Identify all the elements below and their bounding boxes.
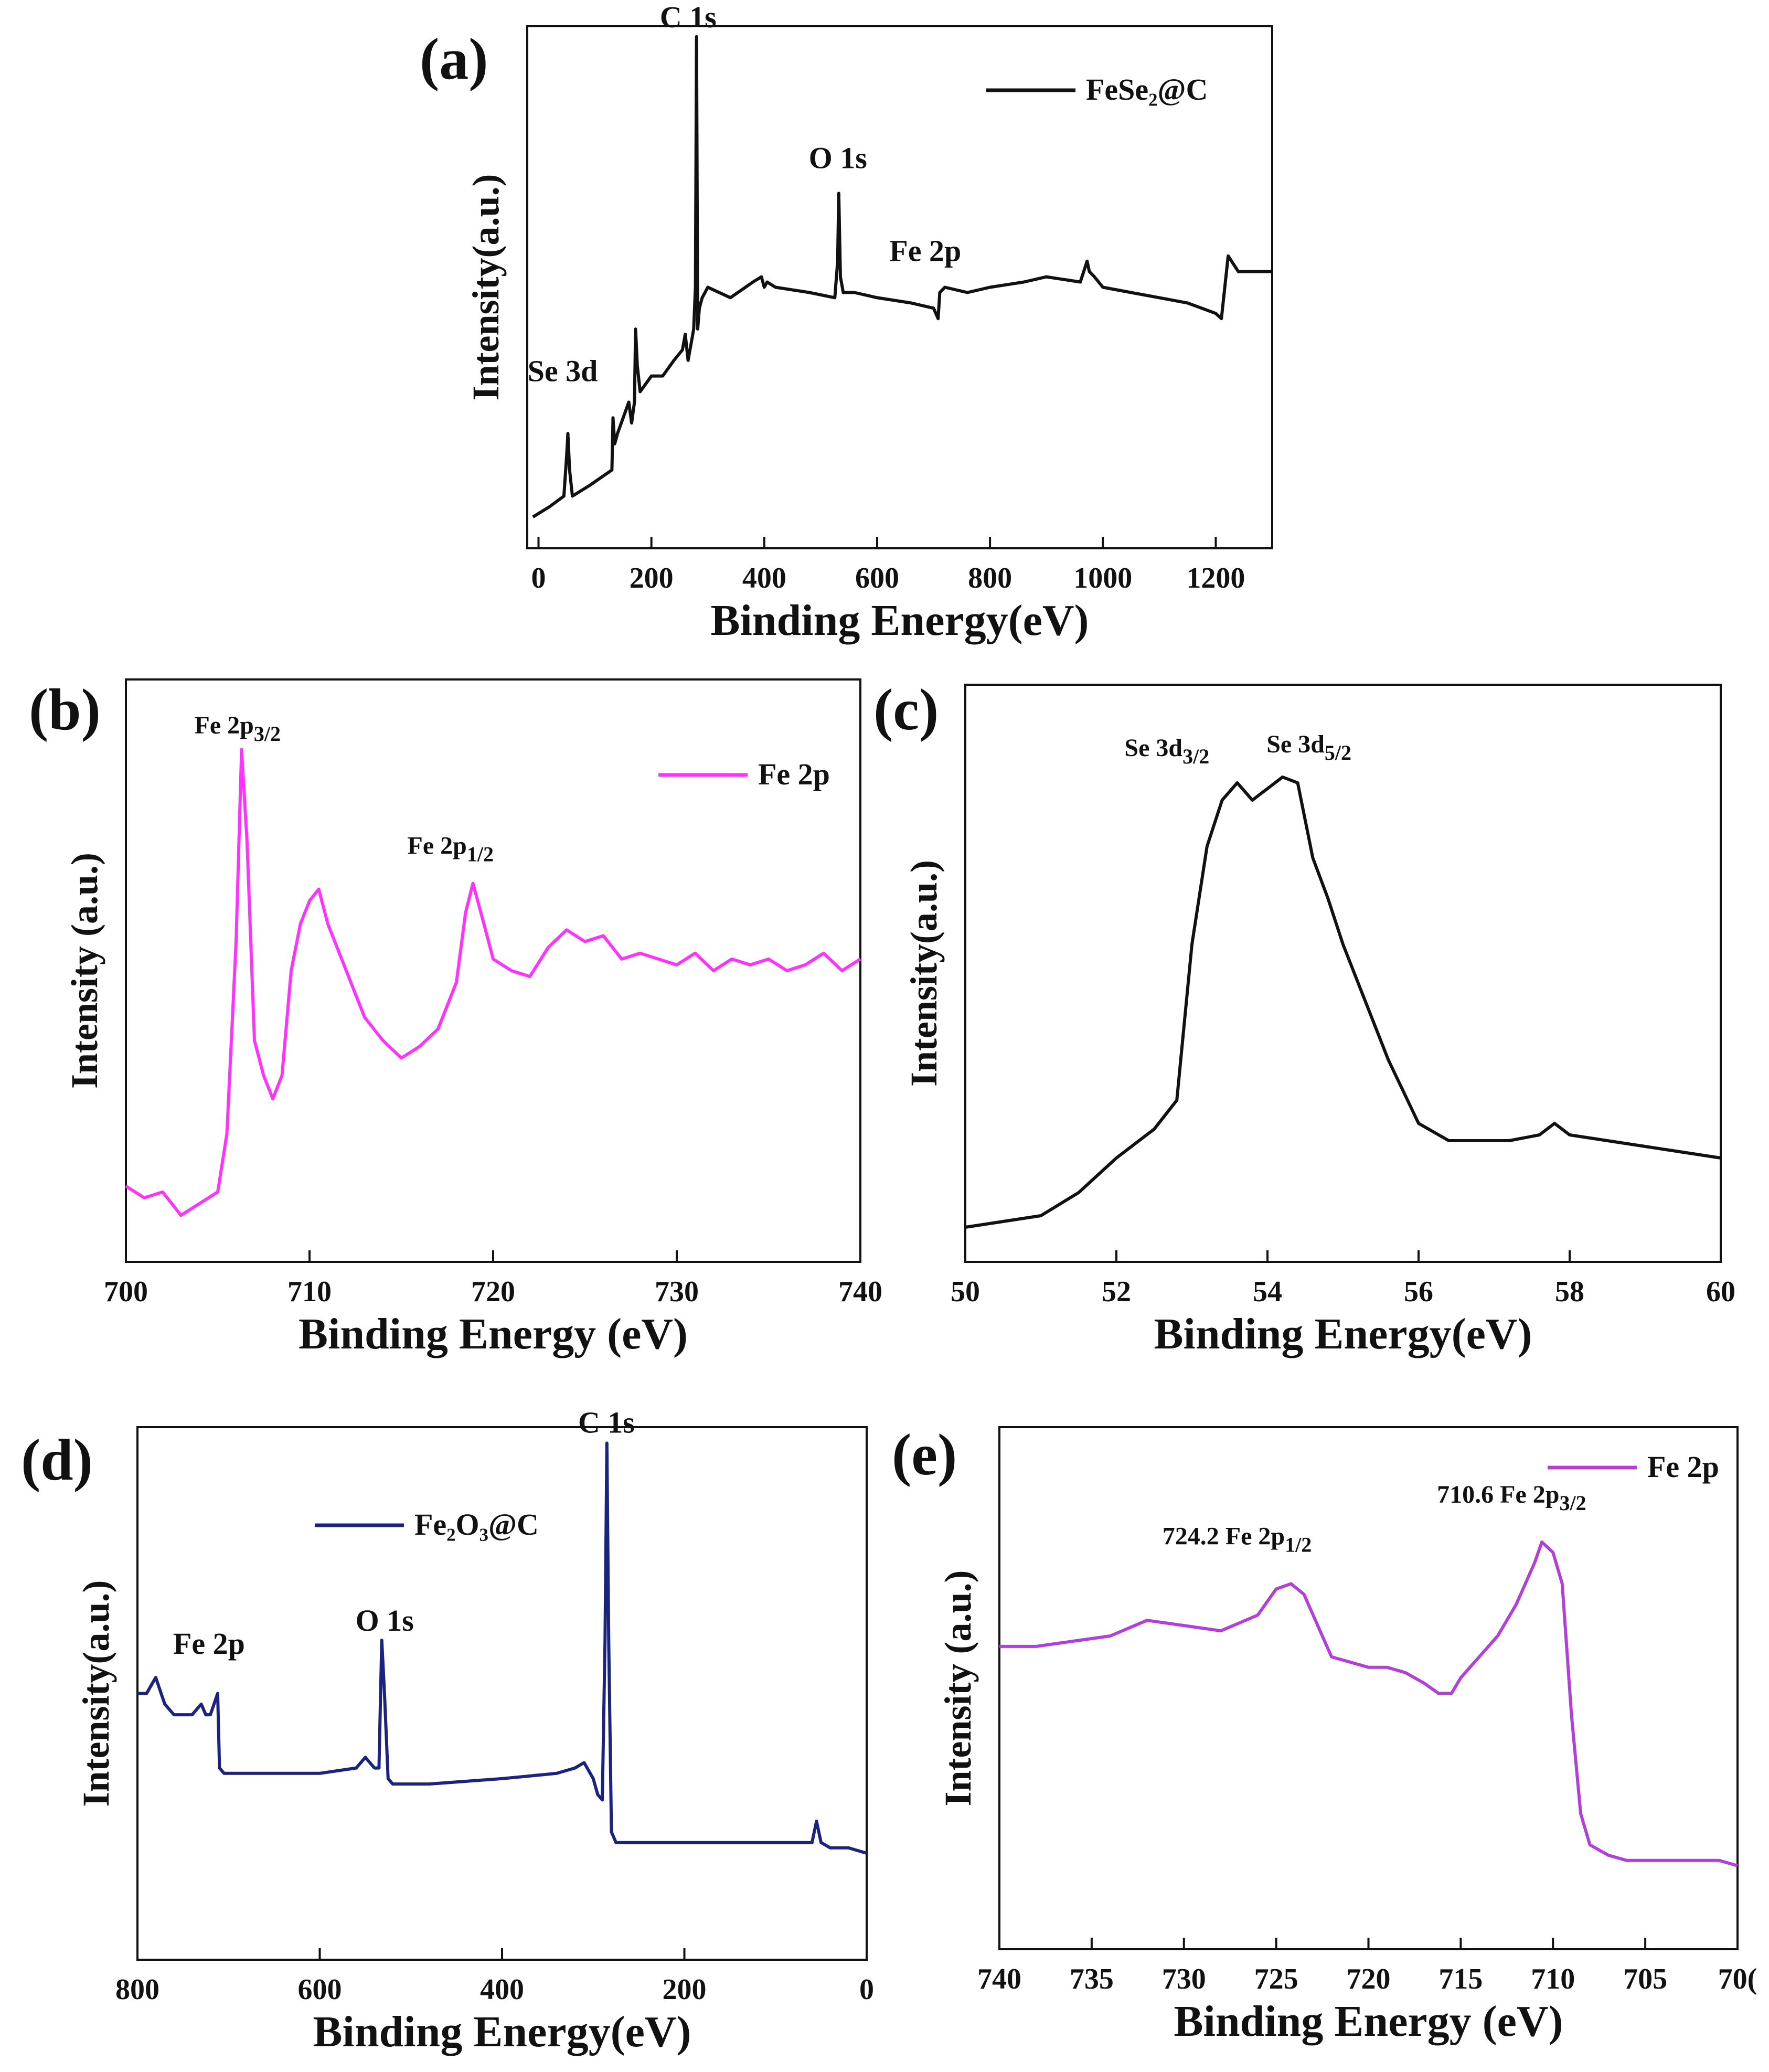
x-axis-title: Binding Energy(eV) — [710, 596, 1089, 645]
x-tick-label: 200 — [630, 562, 674, 594]
peak-annotation: Se 3d5/2 — [1266, 730, 1351, 764]
plot-frame — [526, 25, 1273, 549]
x-tick-label: 800 — [115, 1973, 159, 2006]
x-tick-label: 735 — [1070, 1963, 1114, 1995]
x-tick-label: 1000 — [1073, 562, 1132, 594]
y-axis-title: Intensity(a.u.) — [75, 1580, 117, 1807]
peak-annotation: O 1s — [809, 141, 867, 175]
peak-annotation: Fe 2p — [173, 1627, 245, 1661]
x-tick-label: 0 — [859, 1973, 874, 2006]
x-tick-label: 58 — [1555, 1276, 1584, 1308]
x-tick-label: 800 — [968, 562, 1012, 594]
series-line-fe-o-c — [137, 1441, 867, 1855]
x-axis-title: Binding Energy (eV) — [1174, 1997, 1563, 2046]
peak-annotation: O 1s — [356, 1603, 414, 1638]
peak-annotation: 724.2 Fe 2p1/2 — [1163, 1523, 1312, 1557]
x-tick-label: 400 — [742, 562, 786, 594]
peak-annotation-subscript: 3/2 — [1559, 1491, 1586, 1515]
x-tick-label: 710 — [1531, 1963, 1575, 1995]
peak-annotation-subscript: 5/2 — [1325, 741, 1351, 764]
peak-annotation-subscript: 3/2 — [1182, 745, 1209, 768]
panel-label: (d) — [21, 1428, 93, 1493]
plot-frame — [998, 1426, 1739, 1950]
x-tick-label: 0 — [531, 562, 546, 594]
peak-annotation: C 1s — [578, 1405, 635, 1439]
x-tick-label: 720 — [471, 1276, 515, 1308]
x-tick-label: 725 — [1254, 1963, 1298, 1995]
panel-label: (b) — [29, 677, 101, 742]
legend-label: Fe 2p — [758, 757, 830, 791]
x-axis-title: Binding Energy (eV) — [299, 1310, 688, 1358]
x-tick-label: 50 — [951, 1276, 980, 1308]
y-axis-title: Intensity(a.u.) — [903, 860, 945, 1087]
peak-annotation-subscript: 1/2 — [1285, 1533, 1312, 1557]
x-tick-label: 52 — [1102, 1276, 1131, 1308]
peak-annotation: C 1s — [660, 0, 717, 34]
x-tick-label: 715 — [1438, 1963, 1483, 1995]
x-tick-label: 70( — [1718, 1963, 1757, 1995]
x-tick-label: 730 — [655, 1276, 699, 1308]
x-tick-label: 600 — [298, 1973, 342, 2006]
x-tick-label: 720 — [1347, 1963, 1391, 1995]
peak-annotation: Se 3d3/2 — [1124, 734, 1209, 768]
panel-c: (c) 50 52 54 56 58 60 Binding Energy(eV) Intensi… — [873, 677, 1735, 1358]
x-tick-label: 60 — [1706, 1276, 1735, 1308]
x-tick-label: 400 — [480, 1973, 524, 2006]
x-tick-label: 740 — [838, 1276, 882, 1308]
y-axis-title: Intensity(a.u.) — [465, 174, 507, 400]
y-axis-title: Intensity (a.u.) — [63, 853, 105, 1089]
x-tick-label: 600 — [855, 562, 899, 594]
series-line-fe-2p — [125, 748, 861, 1217]
legend-label: Fe 2p — [1647, 1450, 1719, 1484]
x-tick-label: 54 — [1253, 1276, 1282, 1308]
peak-annotation: 710.6 Fe 2p3/2 — [1437, 1481, 1586, 1515]
legend-label: FeSe₂@C — [1086, 72, 1208, 107]
x-tick-label: 56 — [1404, 1276, 1433, 1308]
x-axis-title: Binding Energy(eV) — [1154, 1310, 1532, 1358]
x-tick-label: 700 — [104, 1276, 148, 1308]
series-line-fese-c — [532, 35, 1272, 518]
panel-d: (d) 800 600 400 200 0 Binding Energy(eV) Intens… — [21, 1405, 874, 2056]
series-line-fe-2p — [999, 1540, 1738, 1867]
peak-annotation: Fe 2p — [889, 234, 961, 268]
peak-annotation-subscript: 1/2 — [467, 842, 494, 866]
x-axis-title: Binding Energy(eV) — [313, 2007, 691, 2056]
panel-label: (e) — [892, 1422, 957, 1487]
peak-annotation-subscript: 3/2 — [254, 722, 281, 746]
legend-label: Fe₂O₃@C — [414, 1507, 539, 1542]
peak-annotation: Fe 2p3/2 — [195, 711, 281, 746]
peak-annotation: Se 3d — [528, 354, 598, 388]
panel-e: (e) 740 735 730 725 720 715 710 705 70( Binding En… — [892, 1422, 1757, 2046]
plot-frame — [964, 684, 1722, 1263]
x-tick-label: 200 — [663, 1973, 707, 2006]
x-tick-label: 1200 — [1186, 562, 1245, 594]
x-tick-label: 705 — [1623, 1963, 1667, 1995]
x-tick-label: 730 — [1162, 1963, 1206, 1995]
panel-a: (a) 0 200 400 600 800 1000 1200 Binding Energy(e… — [420, 0, 1273, 645]
x-tick-label: 740 — [977, 1963, 1021, 1995]
panel-b: (b) 700 710 720 730 740 Binding Energy (eV) Int… — [29, 677, 882, 1358]
y-axis-title: Intensity (a.u.) — [937, 1570, 979, 1806]
series-line-se-3d — [965, 775, 1721, 1229]
peak-annotation: Fe 2p1/2 — [408, 832, 494, 866]
panel-label: (c) — [873, 677, 939, 742]
x-tick-label: 710 — [287, 1276, 332, 1308]
panel-label: (a) — [420, 27, 488, 92]
